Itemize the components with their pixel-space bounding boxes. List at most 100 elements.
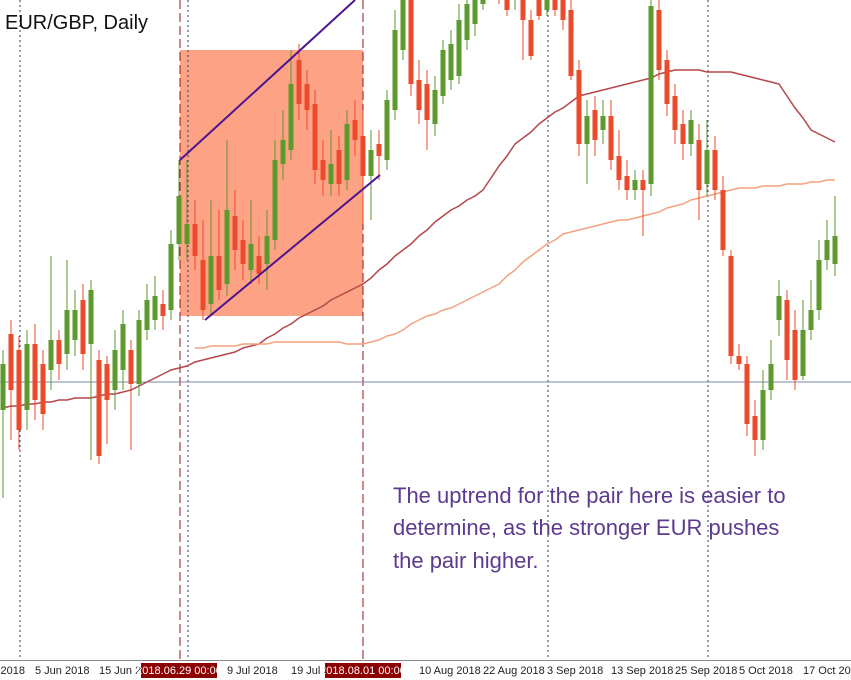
candle-body bbox=[320, 160, 326, 180]
candle-body bbox=[208, 256, 214, 304]
candle-body bbox=[352, 120, 358, 140]
date-highlight bbox=[325, 663, 401, 678]
candle-body bbox=[752, 416, 758, 440]
candle-body bbox=[152, 296, 158, 320]
candle-body bbox=[288, 84, 294, 150]
candle-body bbox=[128, 350, 134, 384]
candle-body bbox=[584, 116, 590, 144]
candle-body bbox=[72, 310, 78, 340]
candle-body bbox=[192, 224, 198, 256]
candle-body bbox=[136, 320, 142, 384]
candle-body bbox=[104, 364, 110, 400]
candle-body bbox=[696, 140, 702, 190]
x-tick-label: 3 Sep 2018 bbox=[547, 665, 603, 677]
candle-body bbox=[88, 290, 94, 344]
candle-body bbox=[40, 364, 46, 414]
candle-body bbox=[544, 0, 550, 10]
moving-average-line bbox=[2, 69, 836, 409]
x-tick-label: 22 Aug 2018 bbox=[483, 665, 545, 677]
candle-body bbox=[216, 256, 222, 290]
candle-body bbox=[744, 364, 750, 424]
candle-body bbox=[296, 60, 302, 104]
trend-channel bbox=[179, 0, 381, 321]
date-highlight bbox=[141, 663, 217, 678]
candle-body bbox=[624, 176, 630, 190]
candle-body bbox=[672, 96, 678, 130]
candle-body bbox=[344, 124, 350, 180]
x-tick-label: 15 Jun 20 bbox=[99, 665, 147, 677]
x-tick-label: 2018.08.01 00:00 bbox=[320, 665, 406, 677]
x-tick-label: 19 Jul 2 bbox=[291, 665, 330, 677]
candle-body bbox=[816, 260, 822, 310]
candle-body bbox=[640, 180, 646, 190]
candle-body bbox=[664, 60, 670, 104]
candle-body bbox=[592, 110, 598, 140]
moving-average-line bbox=[195, 179, 835, 349]
x-tick-label: 25 Sep 2018 bbox=[675, 665, 737, 677]
x-tick-label: 2018.06.29 00:00 bbox=[136, 665, 222, 677]
candle-body bbox=[776, 296, 782, 320]
candle-body bbox=[200, 260, 206, 310]
candle-body bbox=[680, 124, 686, 144]
channel-line bbox=[204, 174, 381, 321]
chart-title: EUR/GBP, Daily bbox=[5, 12, 148, 34]
candle-body bbox=[8, 334, 14, 390]
candle-body bbox=[56, 340, 62, 364]
candle-body bbox=[256, 256, 262, 274]
candle-body bbox=[392, 30, 398, 110]
candle-body bbox=[416, 80, 422, 110]
candle-body bbox=[536, 0, 542, 16]
candle-body bbox=[304, 84, 310, 110]
candle-body bbox=[96, 360, 102, 456]
candle-body bbox=[568, 10, 574, 76]
candle-body bbox=[832, 236, 838, 264]
candle-body bbox=[448, 44, 454, 80]
candle-body bbox=[384, 100, 390, 160]
x-axis: y 2018 5 Jun 2018 15 Jun 20 9 Jul 2018 19 Ju… bbox=[0, 663, 851, 678]
candle-body bbox=[280, 140, 286, 164]
candle-body bbox=[768, 364, 774, 390]
candle-body bbox=[464, 4, 470, 40]
candle-body bbox=[480, 0, 486, 4]
candle-body bbox=[648, 6, 654, 184]
highlight-rectangle bbox=[180, 50, 363, 316]
candle-body bbox=[688, 120, 694, 144]
candle-body bbox=[16, 350, 22, 430]
candle-body bbox=[312, 104, 318, 170]
candle-body bbox=[440, 50, 446, 96]
annotation-line: the pair higher. bbox=[393, 548, 539, 573]
candle-body bbox=[112, 350, 118, 390]
candle-body bbox=[504, 0, 510, 10]
candle-body bbox=[552, 0, 558, 10]
x-tick-label: 17 Oct 2018 bbox=[803, 665, 851, 677]
candle-body bbox=[224, 210, 230, 284]
candle-body bbox=[600, 116, 606, 130]
candle-body bbox=[656, 10, 662, 70]
candle-body bbox=[784, 300, 790, 360]
candle-body bbox=[408, 0, 414, 84]
candle-body bbox=[632, 180, 638, 190]
candle-body bbox=[368, 150, 374, 176]
candle-body bbox=[272, 160, 278, 240]
candle-body bbox=[616, 156, 622, 180]
candle-body bbox=[704, 150, 710, 184]
candle-body bbox=[328, 164, 334, 184]
candle-body bbox=[720, 190, 726, 250]
x-tick-label: y 2018 bbox=[0, 665, 25, 677]
candle-body bbox=[576, 70, 582, 144]
candle-body bbox=[824, 240, 830, 260]
x-tick-label: 5 Jun 2018 bbox=[35, 665, 89, 677]
candle-body bbox=[528, 20, 534, 56]
candle-body bbox=[472, 0, 478, 24]
candle-body bbox=[800, 330, 806, 376]
x-tick-label: 9 Jul 2018 bbox=[227, 665, 278, 677]
candle-body bbox=[248, 244, 254, 270]
x-tick-label: 5 Oct 2018 bbox=[739, 665, 793, 677]
candle-body bbox=[712, 150, 718, 190]
candle-body bbox=[424, 84, 430, 120]
candle-body bbox=[736, 356, 742, 364]
candle-body bbox=[336, 150, 342, 184]
candle-body bbox=[120, 324, 126, 370]
candle-body bbox=[360, 136, 366, 176]
